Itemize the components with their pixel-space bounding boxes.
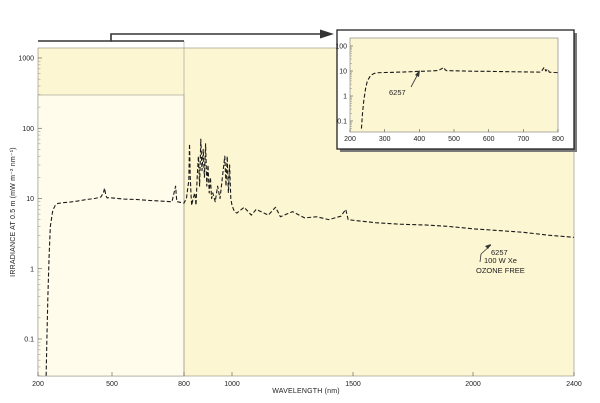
inset-series-layer [360, 66, 558, 129]
y-tick-label: 0.1 [24, 337, 34, 344]
annotation-line-1: 6257 [491, 248, 508, 257]
inset-x-tick-label: 400 [413, 136, 425, 143]
inset-x-tick-label: 600 [483, 136, 495, 143]
inset-y-tick-label: 10 [339, 69, 347, 76]
inset-y-tick-label: 100 [335, 44, 347, 51]
inset-series-line [360, 66, 558, 129]
inset-x-tick-label: 700 [517, 136, 529, 143]
main-series-layer [45, 138, 574, 376]
annotation-line-2: 100 W Xe [484, 256, 517, 265]
x-tick-label: 200 [32, 381, 44, 388]
x-tick-label: 2400 [566, 381, 582, 388]
y-tick-label: 1 [30, 266, 34, 273]
inset-pointer-arrow [38, 29, 334, 42]
y-tick-label: 1000 [18, 56, 34, 63]
y-tick-label: 10 [26, 196, 34, 203]
inset-x-tick-label: 500 [448, 136, 460, 143]
x-tick-label: 1000 [224, 381, 240, 388]
main-series-line [45, 138, 574, 376]
inset-axes: 200 300 400 500 600 700 800 0.1 1 10 100 [335, 44, 564, 144]
x-tick-label: 2000 [465, 381, 481, 388]
x-tick-label: 800 [178, 381, 190, 388]
y-tick-label: 100 [22, 126, 34, 133]
inset-y-tick-label: 1 [343, 94, 347, 101]
inset-annotation-label: 6257 [389, 88, 406, 97]
inset-plot-area [349, 37, 559, 133]
uv-vis-highlight-region [37, 94, 185, 377]
inset-y-tick-label: 0.1 [337, 119, 347, 126]
x-tick-label: 1500 [345, 381, 361, 388]
y-axis-title: IRRADIANCE AT 0.5 m (mW m⁻² nm⁻¹) [10, 147, 17, 277]
main-annotation: 6257 100 W Xe OZONE FREE [476, 244, 525, 275]
annotation-line-3: OZONE FREE [476, 266, 525, 275]
x-tick-label: 500 [106, 381, 118, 388]
inset-annotation: 6257 [389, 70, 420, 97]
inset-x-tick-label: 300 [379, 136, 391, 143]
x-axis-title: WAVELENGTH (nm) [272, 388, 340, 395]
inset-x-tick-label: 200 [344, 136, 356, 143]
inset-x-tick-label: 800 [552, 136, 564, 143]
